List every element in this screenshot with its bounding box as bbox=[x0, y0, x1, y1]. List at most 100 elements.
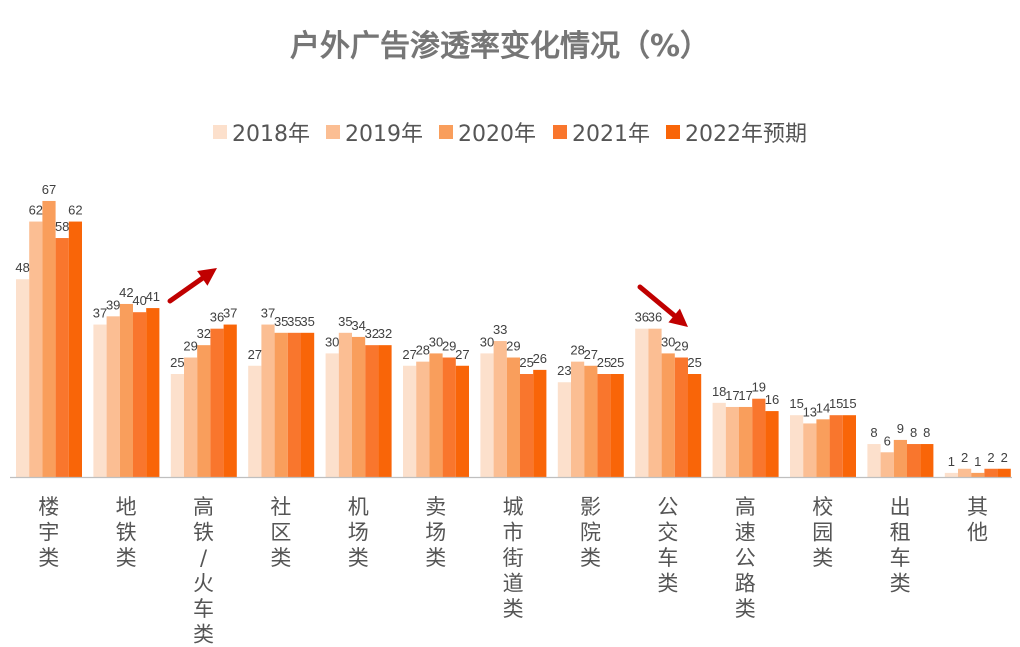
value-label-3-2: 35 bbox=[274, 314, 288, 329]
category-label-10: 校园类 bbox=[812, 495, 833, 570]
value-label-7-4: 25 bbox=[610, 355, 624, 370]
bar-12-3 bbox=[984, 468, 998, 477]
bar-0-0 bbox=[16, 279, 30, 477]
bar-3-2 bbox=[274, 332, 288, 477]
bar-7-0 bbox=[557, 382, 571, 477]
bar-10-4 bbox=[842, 415, 856, 477]
legend-label-2: 2020年 bbox=[458, 122, 536, 147]
value-label-8-0: 36 bbox=[635, 310, 649, 325]
legend-swatch-4 bbox=[666, 125, 680, 139]
value-label-11-3: 8 bbox=[910, 425, 917, 440]
bar-6-1 bbox=[493, 341, 507, 477]
value-label-5-2: 30 bbox=[429, 334, 443, 349]
bar-9-3 bbox=[752, 398, 766, 477]
bar-6-2 bbox=[506, 357, 520, 477]
bar-5-4 bbox=[455, 365, 469, 477]
bar-4-3 bbox=[365, 345, 379, 477]
bar-3-3 bbox=[287, 332, 301, 477]
bar-12-0 bbox=[944, 472, 958, 477]
bar-8-0 bbox=[635, 328, 649, 477]
value-label-9-1: 17 bbox=[725, 388, 739, 403]
category-label-12: 其他 bbox=[967, 495, 988, 545]
value-label-2-0: 25 bbox=[170, 355, 184, 370]
value-label-6-1: 33 bbox=[493, 322, 507, 337]
legend-label-4: 2022年预期 bbox=[685, 122, 807, 147]
chart-title: 户外广告渗透率变化情况（%） bbox=[290, 29, 710, 64]
legend-label-1: 2019年 bbox=[345, 122, 423, 147]
value-label-12-2: 1 bbox=[974, 454, 981, 469]
bar-8-3 bbox=[674, 357, 688, 477]
bar-1-0 bbox=[93, 324, 107, 477]
value-label-7-1: 28 bbox=[570, 343, 584, 358]
value-label-12-1: 2 bbox=[961, 450, 968, 465]
bar-4-0 bbox=[325, 353, 339, 477]
bar-0-1 bbox=[29, 221, 43, 477]
value-label-10-2: 14 bbox=[816, 400, 830, 415]
value-label-8-3: 29 bbox=[674, 339, 688, 354]
value-label-6-2: 29 bbox=[506, 339, 520, 354]
bars bbox=[16, 200, 1011, 477]
value-label-12-4: 2 bbox=[1001, 450, 1008, 465]
trend-arrow-1 bbox=[637, 284, 688, 327]
value-label-3-0: 27 bbox=[248, 347, 262, 362]
value-label-3-4: 35 bbox=[300, 314, 314, 329]
bar-5-2 bbox=[429, 353, 443, 477]
value-label-5-1: 28 bbox=[416, 343, 430, 358]
bar-10-2 bbox=[816, 419, 830, 477]
value-label-8-2: 30 bbox=[661, 334, 675, 349]
bar-2-4 bbox=[223, 324, 237, 477]
legend-swatch-2 bbox=[439, 125, 453, 139]
value-label-3-3: 35 bbox=[287, 314, 301, 329]
value-label-1-0: 37 bbox=[93, 306, 107, 321]
value-label-9-2: 17 bbox=[738, 388, 752, 403]
value-label-2-3: 36 bbox=[210, 310, 224, 325]
bar-3-0 bbox=[248, 365, 262, 477]
value-label-1-4: 41 bbox=[146, 289, 160, 304]
value-label-6-3: 25 bbox=[519, 355, 533, 370]
trend-arrow-0 bbox=[167, 268, 217, 304]
bar-10-3 bbox=[829, 415, 843, 477]
legend-label-3: 2021年 bbox=[572, 122, 650, 147]
category-label-5: 卖场类 bbox=[425, 495, 446, 570]
bar-0-2 bbox=[42, 200, 56, 477]
category-label-6: 城市街道类 bbox=[503, 495, 524, 621]
value-label-0-2: 67 bbox=[42, 182, 56, 197]
bar-11-4 bbox=[920, 444, 934, 477]
value-label-0-0: 48 bbox=[15, 260, 29, 275]
bar-1-2 bbox=[119, 303, 133, 477]
bar-1-1 bbox=[106, 316, 120, 477]
bar-11-0 bbox=[867, 444, 881, 477]
bar-12-4 bbox=[997, 468, 1011, 477]
bar-11-2 bbox=[893, 439, 907, 477]
category-label-11: 出租车类 bbox=[890, 495, 911, 596]
value-label-4-4: 32 bbox=[378, 326, 392, 341]
bar-9-2 bbox=[739, 406, 753, 477]
bar-4-2 bbox=[352, 336, 366, 477]
value-label-11-1: 6 bbox=[884, 433, 891, 448]
value-label-4-2: 34 bbox=[351, 318, 365, 333]
value-label-9-0: 18 bbox=[712, 384, 726, 399]
bar-7-4 bbox=[610, 374, 624, 477]
category-labels: 楼宇类 地铁类 高铁/火车类 社区类 机场类 卖场类 城市街道类 影院类 公交车类 高速公路类 校园… bbox=[38, 495, 988, 647]
bar-6-0 bbox=[480, 353, 494, 477]
bar-5-0 bbox=[403, 365, 417, 477]
bar-8-2 bbox=[661, 353, 675, 477]
bar-2-2 bbox=[197, 345, 211, 477]
value-label-11-2: 9 bbox=[897, 421, 904, 436]
category-label-7: 影院类 bbox=[580, 495, 601, 570]
value-label-2-1: 29 bbox=[183, 339, 197, 354]
bar-7-1 bbox=[571, 361, 585, 477]
value-label-1-2: 42 bbox=[119, 285, 133, 300]
bar-3-4 bbox=[301, 332, 315, 477]
value-label-3-1: 37 bbox=[261, 306, 275, 321]
value-label-5-4: 27 bbox=[455, 347, 469, 362]
bar-10-1 bbox=[803, 423, 817, 477]
value-label-6-0: 30 bbox=[480, 334, 494, 349]
legend-label-0: 2018年 bbox=[232, 122, 310, 147]
value-label-8-1: 36 bbox=[648, 310, 662, 325]
value-label-9-3: 19 bbox=[752, 380, 766, 395]
bar-0-3 bbox=[55, 238, 69, 477]
bar-7-2 bbox=[584, 365, 598, 477]
bar-1-3 bbox=[133, 312, 147, 477]
